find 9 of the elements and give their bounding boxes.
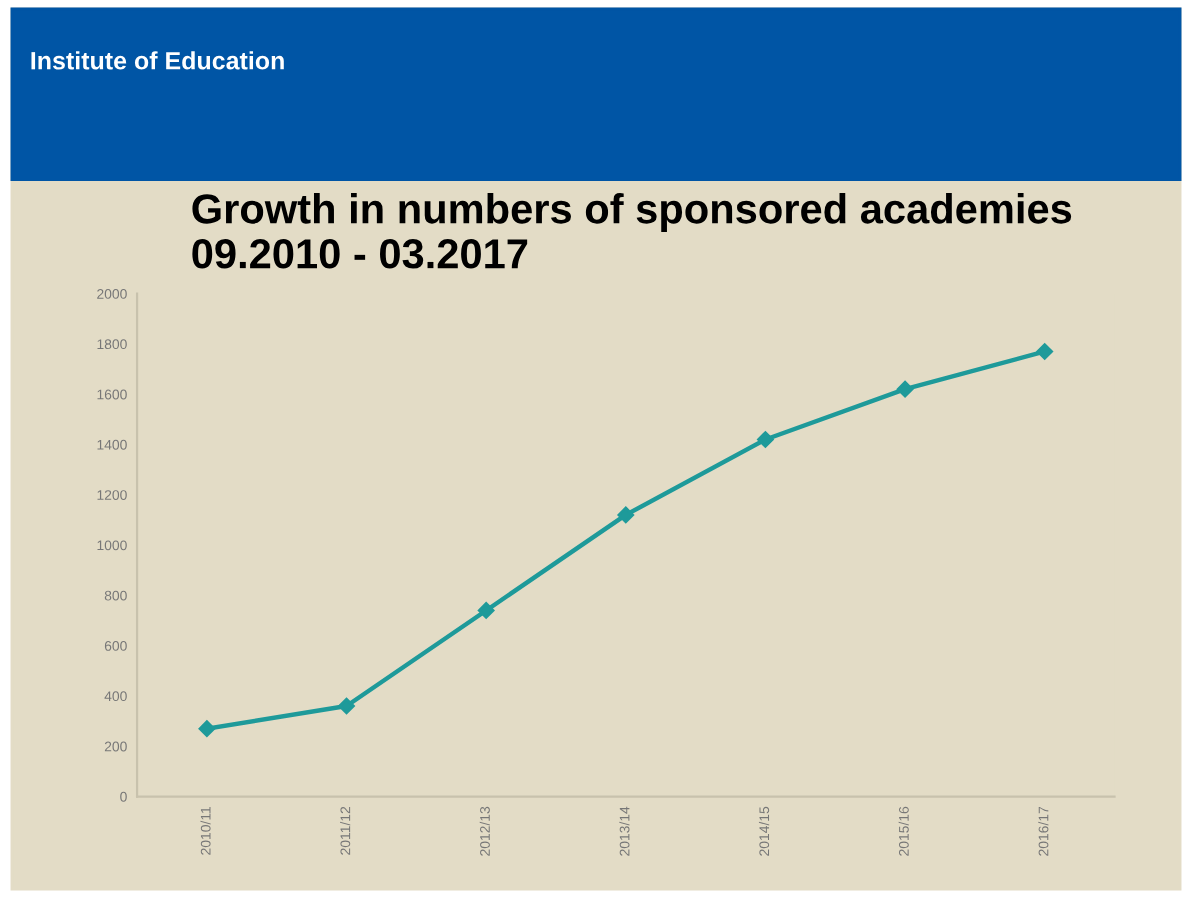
point (896, 380, 914, 398)
chart-title: Growth in numbers of sponsored academies 09.2010 - 03.2017 (192, 193, 1072, 269)
point (198, 720, 216, 737)
point (757, 431, 774, 448)
text: Institute of Education (31, 51, 284, 70)
point (617, 506, 635, 524)
point (1036, 343, 1053, 360)
point (477, 602, 495, 619)
point (338, 697, 355, 715)
